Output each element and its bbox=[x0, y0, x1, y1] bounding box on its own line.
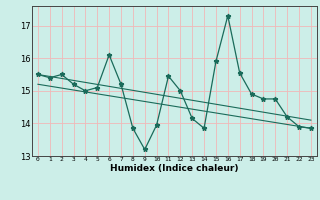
X-axis label: Humidex (Indice chaleur): Humidex (Indice chaleur) bbox=[110, 164, 239, 173]
